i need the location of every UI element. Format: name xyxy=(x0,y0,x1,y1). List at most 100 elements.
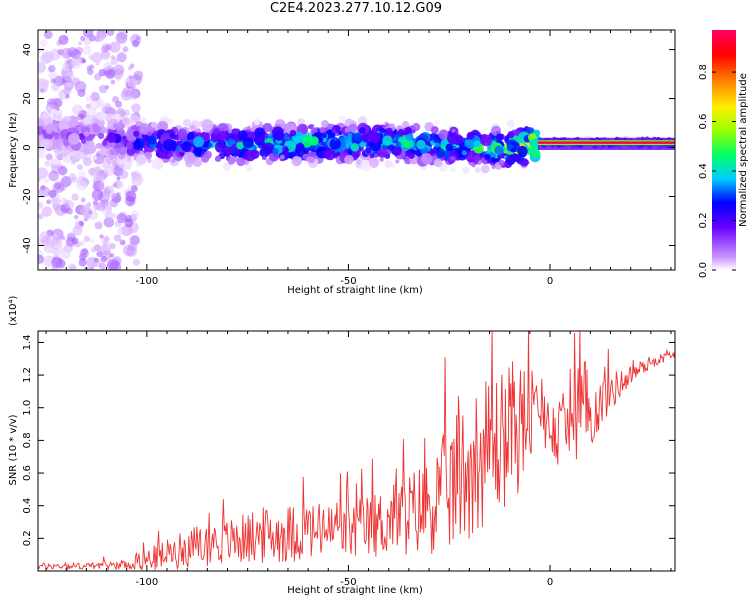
spectrogram-cell xyxy=(169,132,176,140)
spectrogram-cell xyxy=(85,216,90,221)
spectrogram-cell xyxy=(82,147,90,155)
spectrogram-cell xyxy=(157,120,169,132)
spectrogram-cell xyxy=(51,82,60,92)
spectrogram-cell xyxy=(50,78,56,84)
spectrogram-cell xyxy=(384,122,390,128)
spectrogram-cell xyxy=(236,157,246,167)
spectrogram-cell xyxy=(61,63,70,72)
spectrogram-cell xyxy=(40,235,52,246)
y-tick-label: 0.4 xyxy=(22,498,33,514)
spectrogram-cell xyxy=(125,245,137,257)
spectrogram-cell xyxy=(244,149,256,162)
spectrogram-cell xyxy=(39,39,48,48)
spectrogram-cell xyxy=(89,167,101,179)
spectrogram-cell xyxy=(109,185,114,190)
spectrogram-cell xyxy=(90,91,100,102)
colorbar-tick-label: 0.6 xyxy=(698,114,709,130)
spectrogram-cell xyxy=(127,66,133,71)
spectrogram-cell xyxy=(90,260,98,267)
spectrogram-cell xyxy=(81,45,92,55)
spectrogram-cell xyxy=(49,98,62,110)
spectrogram-cell xyxy=(222,162,232,171)
spectrogram-cell xyxy=(116,180,125,189)
spectrogram-cell xyxy=(74,80,87,93)
spectrogram-cell xyxy=(408,152,415,159)
spectrogram-cell xyxy=(83,131,90,137)
spectrogram-cell xyxy=(110,55,116,60)
spectrogram-y-axis-label: Frequency (Hz) xyxy=(8,112,19,188)
spectrogram-cell xyxy=(202,123,211,133)
snr-background xyxy=(38,331,675,571)
spectrogram-cell xyxy=(70,49,82,60)
spectrogram-cell xyxy=(121,117,130,126)
spectrogram-cell xyxy=(210,134,220,143)
spectrogram-cell xyxy=(321,120,329,128)
spectrogram-cell xyxy=(491,164,496,170)
spectrogram-cell xyxy=(203,150,213,159)
spectrogram-cell xyxy=(181,141,192,152)
spectrogram-cell xyxy=(151,121,158,128)
spectrogram-cell xyxy=(79,240,85,246)
spectrogram-cell xyxy=(420,148,427,155)
spectrogram-cell xyxy=(360,159,372,172)
y-tick-label: 40 xyxy=(22,43,33,56)
spectrogram-cell xyxy=(397,129,405,137)
spectrogram-cell xyxy=(433,158,443,168)
spectrogram-cell xyxy=(461,150,467,156)
snr-ticks: -100 -50 0 0.2 0.4 0.6 0.8 1.0 1.2 1.4 xyxy=(22,331,675,588)
spectrogram-cell xyxy=(82,157,92,167)
spectrogram-cell xyxy=(474,166,481,173)
spectrogram-cell xyxy=(112,123,119,129)
spectrogram-cell xyxy=(243,137,254,149)
spectrogram-cell xyxy=(128,89,139,100)
spectrogram-cell xyxy=(432,135,441,144)
spectrogram-cell xyxy=(114,222,119,228)
spectrogram-cell xyxy=(131,103,141,113)
spectrogram-cell xyxy=(48,64,56,73)
spectrogram-cell xyxy=(102,106,111,114)
spectrogram-cell xyxy=(384,160,393,169)
y-tick-label: 1.0 xyxy=(22,400,33,416)
spectrogram-cell xyxy=(73,58,82,66)
y-tick-label: -40 xyxy=(22,237,33,253)
spectrogram-cell xyxy=(53,139,61,148)
spectrogram-cell xyxy=(38,254,45,264)
spectrogram-cell xyxy=(130,185,138,192)
spectrogram-frame xyxy=(37,29,676,271)
spectrogram-cell xyxy=(119,170,129,179)
spectrogram-cell xyxy=(102,242,108,248)
spectrogram-cell xyxy=(187,131,195,140)
spectrogram-cell xyxy=(294,156,303,165)
spectrogram-cell xyxy=(429,148,436,155)
snr-panel: -100 -50 0 0.2 0.4 0.6 0.8 1.0 1.2 1.4 Height of … xyxy=(8,295,676,596)
spectrogram-cell xyxy=(450,156,455,161)
spectrogram-cell xyxy=(513,154,522,162)
colorbar-ticks: 0.0 0.2 0.4 0.6 0.8 xyxy=(698,64,736,278)
spectrogram-cell xyxy=(136,154,147,165)
spectrogram-cell xyxy=(51,197,61,207)
spectrogram-cell xyxy=(91,51,103,63)
spectrogram-cell xyxy=(103,165,115,176)
y-tick-label: 20 xyxy=(22,92,33,105)
spectrogram-cell xyxy=(63,35,68,40)
spectrogram-cell xyxy=(227,157,235,165)
spectrogram-cell xyxy=(109,253,115,258)
spectrogram-cell xyxy=(405,133,414,142)
spectrogram-cell xyxy=(65,94,70,99)
spectrogram-cell xyxy=(41,129,47,135)
spectrogram-cell xyxy=(324,149,336,161)
spectrogram-marks xyxy=(38,30,675,270)
spectrogram-cell xyxy=(192,157,203,168)
spectrogram-cell xyxy=(338,115,346,123)
spectrogram-cell xyxy=(101,237,108,244)
spectrogram-cell xyxy=(44,160,51,167)
y-tick-label: -20 xyxy=(22,188,33,204)
spectrogram-cell xyxy=(65,115,71,122)
spectrogram-cell xyxy=(38,177,42,183)
spectrogram-cell xyxy=(402,138,414,150)
spectrogram-cell xyxy=(517,145,528,157)
spectrogram-cell xyxy=(245,164,253,172)
spectrogram-cell xyxy=(447,132,460,145)
spectrogram-cell xyxy=(89,238,95,244)
